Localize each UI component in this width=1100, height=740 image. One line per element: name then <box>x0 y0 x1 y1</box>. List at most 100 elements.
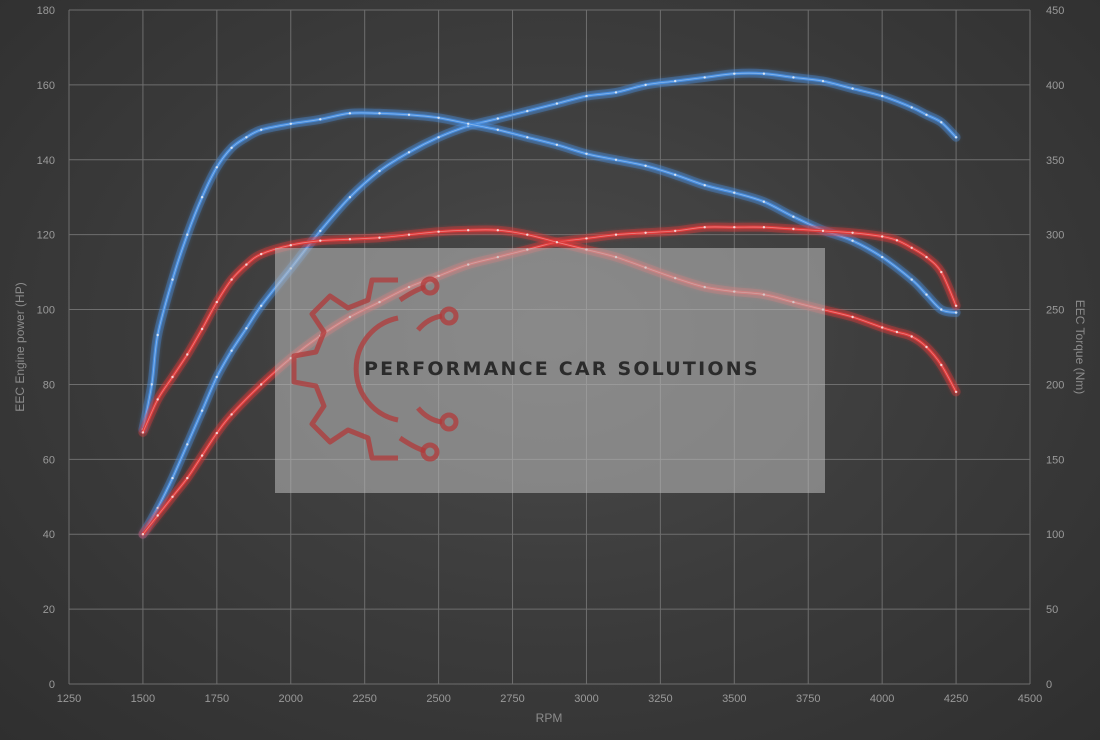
data-point <box>156 398 159 401</box>
data-point <box>230 349 233 352</box>
data-point <box>171 375 174 379</box>
data-point <box>792 215 795 218</box>
data-point <box>851 239 854 242</box>
data-point <box>526 136 529 139</box>
x-tick-label: 3250 <box>648 693 672 705</box>
y-tick-label: 160 <box>37 80 55 92</box>
data-point <box>940 270 943 274</box>
data-point <box>245 263 248 266</box>
data-point <box>171 278 174 281</box>
data-point <box>940 121 943 124</box>
x-tick-label: 1750 <box>205 693 229 705</box>
data-point <box>467 124 470 128</box>
data-point <box>200 327 204 331</box>
data-point <box>925 293 928 296</box>
x-tick-label: 2500 <box>426 693 450 705</box>
data-point <box>674 229 677 233</box>
data-point <box>156 333 159 337</box>
data-point <box>940 363 943 367</box>
data-point <box>378 169 381 173</box>
data-point <box>260 383 263 386</box>
watermark-text: PERFORMANCE CAR SOLUTIONS <box>364 358 760 380</box>
data-point <box>925 345 928 349</box>
y-tick-label: 80 <box>43 379 55 391</box>
data-point <box>289 244 292 247</box>
data-point <box>186 443 189 446</box>
data-point <box>762 200 766 203</box>
data-point <box>674 79 677 83</box>
data-point <box>954 311 958 314</box>
data-point <box>555 102 559 105</box>
data-point <box>260 128 263 131</box>
data-point <box>881 326 884 329</box>
data-point <box>407 233 411 236</box>
data-point <box>245 327 248 330</box>
data-point <box>954 136 958 139</box>
data-point <box>895 330 899 334</box>
y2-tick-label: 50 <box>1046 604 1058 616</box>
data-point <box>215 431 218 435</box>
y2-tick-label: 450 <box>1046 5 1064 17</box>
x-tick-label: 2250 <box>352 693 376 705</box>
data-point <box>954 390 958 394</box>
data-point <box>186 233 189 236</box>
y-tick-label: 180 <box>37 5 55 17</box>
data-point <box>910 278 913 281</box>
series-tuned-power-line <box>141 71 958 536</box>
data-point <box>171 495 174 498</box>
data-point <box>851 315 854 319</box>
data-point <box>215 166 218 169</box>
data-point <box>378 112 381 115</box>
data-point <box>881 235 884 238</box>
data-point <box>644 164 647 167</box>
data-point <box>910 335 913 338</box>
data-point <box>614 158 618 161</box>
data-point <box>821 79 825 83</box>
y2-tick-label: 150 <box>1046 454 1064 466</box>
y-axis-title: EEC Engine power (HP) <box>13 282 27 411</box>
data-point <box>171 476 174 480</box>
data-point <box>910 246 913 249</box>
y2-axis-title: EEC Torque (Nm) <box>1073 300 1087 394</box>
data-point <box>762 226 766 229</box>
data-point <box>260 304 263 307</box>
y2-tick-label: 100 <box>1046 529 1064 541</box>
x-tick-label: 3750 <box>796 693 820 705</box>
data-point <box>644 83 647 87</box>
data-point <box>319 118 322 121</box>
data-point <box>851 87 854 90</box>
data-point <box>881 94 884 98</box>
y-tick-label: 100 <box>37 305 55 317</box>
data-point <box>215 300 218 304</box>
series-layer <box>138 68 961 539</box>
data-point <box>407 151 411 154</box>
x-axis-title: RPM <box>536 711 563 725</box>
data-point <box>141 533 145 536</box>
data-point <box>378 236 381 239</box>
y-tick-label: 60 <box>43 454 55 466</box>
x-tick-label: 2000 <box>279 693 303 705</box>
data-point <box>703 226 706 229</box>
data-point <box>348 238 352 241</box>
data-point <box>215 375 218 379</box>
y2-tick-label: 300 <box>1046 230 1064 242</box>
data-point <box>186 476 189 480</box>
data-point <box>230 413 233 416</box>
data-point <box>614 233 618 236</box>
y2-tick-label: 350 <box>1046 155 1064 167</box>
data-point <box>348 196 352 199</box>
data-point <box>467 229 470 232</box>
data-point <box>407 113 411 117</box>
data-point <box>200 196 204 199</box>
data-point <box>200 409 204 412</box>
data-point <box>792 76 795 79</box>
data-point <box>703 76 706 79</box>
x-tick-label: 2750 <box>500 693 524 705</box>
axis-ticks: 1250 1500 1750 2000 2250 2500 2750 3000 3250 3500… <box>37 5 1065 705</box>
data-point <box>555 143 559 146</box>
data-point <box>141 431 145 434</box>
data-point <box>910 106 913 109</box>
data-point <box>585 237 588 240</box>
y2-tick-label: 0 <box>1046 679 1052 691</box>
